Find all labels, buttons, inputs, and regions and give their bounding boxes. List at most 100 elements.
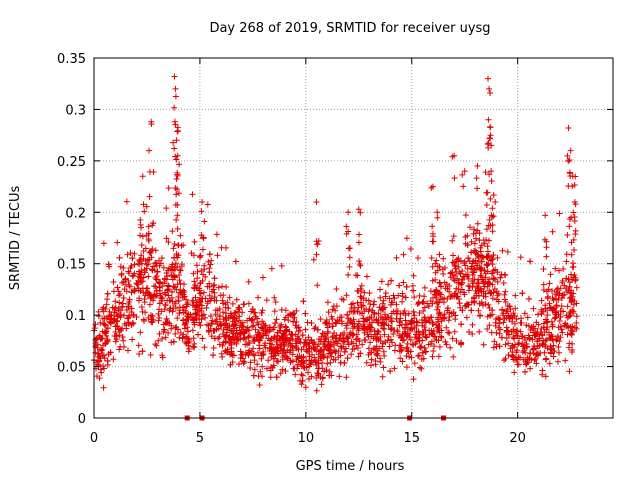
data-point (163, 315, 170, 322)
data-point (137, 232, 144, 239)
data-point (191, 278, 198, 285)
data-point (415, 352, 422, 359)
data-point (532, 331, 539, 338)
data-point (355, 206, 362, 213)
data-point (145, 223, 152, 230)
data-point (490, 213, 497, 220)
data-point (185, 311, 192, 318)
data-point (313, 251, 320, 258)
data-point (549, 288, 556, 295)
data-point (118, 270, 125, 277)
data-point (425, 341, 432, 348)
data-point (510, 334, 517, 341)
data-point (185, 342, 192, 349)
data-point (146, 249, 153, 256)
data-point (129, 273, 136, 280)
data-point (494, 292, 501, 299)
data-point (484, 189, 491, 196)
data-point (361, 318, 368, 325)
data-point (128, 321, 135, 328)
data-point (415, 300, 422, 307)
data-point (568, 299, 575, 306)
data-point (393, 315, 400, 322)
data-point (426, 327, 433, 334)
data-point (175, 190, 182, 197)
data-point (557, 313, 564, 320)
data-point (382, 339, 389, 346)
data-point (482, 301, 489, 308)
data-point (388, 299, 395, 306)
data-point (124, 347, 131, 354)
data-point (464, 265, 471, 272)
data-point (137, 275, 144, 282)
data-point (222, 339, 229, 346)
data-point (240, 301, 247, 308)
data-point (565, 344, 572, 351)
data-point (120, 343, 127, 350)
data-point (114, 317, 121, 324)
data-point (435, 303, 442, 310)
data-point (318, 381, 325, 388)
data-point (201, 218, 208, 225)
data-point (324, 299, 331, 306)
data-point (563, 258, 570, 265)
data-point (553, 302, 560, 309)
data-point (399, 358, 406, 365)
data-point (237, 348, 244, 355)
data-point (99, 335, 106, 342)
data-point (310, 256, 317, 263)
data-point (571, 182, 578, 189)
data-point (345, 333, 352, 340)
data-point (553, 295, 560, 302)
data-point (156, 330, 163, 337)
data-point (478, 242, 485, 249)
data-point (216, 313, 223, 320)
data-point (465, 255, 472, 262)
data-point (346, 308, 353, 315)
data-point (137, 329, 144, 336)
data-point (393, 301, 400, 308)
data-point (438, 327, 445, 334)
data-point (146, 193, 153, 200)
data-point (122, 275, 129, 282)
data-point (274, 329, 281, 336)
data-point (213, 297, 220, 304)
data-point (572, 201, 579, 208)
data-point (552, 265, 559, 272)
data-point (252, 326, 259, 333)
axis-ticks: 0 0.05 0.1 0.15 0.2 0.25 0.3 0.35 0 5 10 15 20 (57, 52, 613, 446)
data-point (216, 341, 223, 348)
data-points (91, 73, 580, 394)
data-point (119, 334, 126, 341)
data-point (427, 288, 434, 295)
data-point (99, 347, 106, 354)
data-point (403, 283, 410, 290)
data-point (313, 347, 320, 354)
x-tick-label: 5 (196, 431, 204, 446)
data-point (366, 323, 373, 330)
data-point (505, 312, 512, 319)
data-point (461, 168, 468, 175)
data-point (371, 311, 378, 318)
data-point (556, 317, 563, 324)
data-point (121, 286, 128, 293)
data-point (286, 311, 293, 318)
data-point (541, 236, 548, 243)
data-point (230, 315, 237, 322)
data-point (566, 157, 573, 164)
data-point (251, 338, 258, 345)
data-point (477, 244, 484, 251)
data-point (367, 362, 374, 369)
data-point (172, 260, 179, 267)
data-point (436, 343, 443, 350)
data-point (430, 348, 437, 355)
data-point (333, 303, 340, 310)
data-point (474, 227, 481, 234)
data-point (500, 280, 507, 287)
data-point (448, 310, 455, 317)
data-point (487, 222, 494, 229)
data-point (173, 156, 180, 163)
data-point (155, 310, 162, 317)
data-point (163, 269, 170, 276)
data-point (207, 313, 214, 320)
